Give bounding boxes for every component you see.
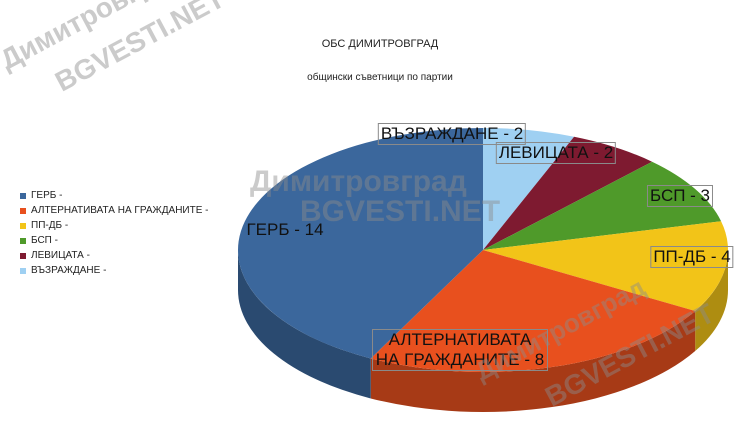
slice-side — [695, 250, 728, 351]
legend-swatch — [20, 222, 26, 229]
legend-entry: ПП-ДБ - — [20, 218, 209, 233]
legend-label: БСП - — [31, 235, 58, 246]
watermark: BGVESTI.NET — [300, 195, 501, 228]
legend-label: ВЪЗРАЖДАНЕ - — [31, 265, 107, 276]
watermark: Димитровград — [250, 165, 467, 198]
data-label: ПП-ДБ - 4 — [650, 246, 734, 268]
legend-entry: ГЕРБ - — [20, 188, 209, 203]
data-label: ГЕРБ - 14 — [246, 220, 324, 239]
legend-swatch — [20, 267, 26, 274]
data-label: БСП - 3 — [646, 185, 714, 207]
legend-swatch — [20, 237, 26, 244]
legend-label: ЛЕВИЦАТА - — [31, 250, 90, 261]
data-label: ВЪЗРАЖДАНЕ - 2 — [377, 123, 527, 145]
slice — [483, 128, 575, 250]
legend-swatch — [20, 192, 26, 199]
chart-title: ОБС ДИМИТРОВГРАД — [322, 38, 439, 50]
legend-swatch — [20, 252, 26, 259]
data-label: АЛТЕРНАТИВАТА НА ГРАЖДАНИТЕ - 8 — [372, 329, 548, 371]
legend-entry: ЛЕВИЦАТА - — [20, 248, 209, 263]
legend-swatch — [20, 207, 26, 214]
legend-entry: АЛТЕРНАТИВАТА НА ГРАЖДАНИТЕ - — [20, 203, 209, 218]
slice-side — [370, 311, 696, 412]
slice — [238, 128, 483, 359]
slice — [483, 161, 722, 250]
slice — [483, 136, 653, 250]
chart-subtitle: общински съветници по партии — [307, 71, 453, 83]
legend: ГЕРБ - АЛТЕРНАТИВАТА НА ГРАЖДАНИТЕ - ПП-ДБ… — [20, 188, 209, 278]
legend-label: ПП-ДБ - — [31, 220, 69, 231]
slice — [370, 250, 696, 372]
legend-entry: ВЪЗРАЖДАНЕ - — [20, 263, 209, 278]
slice — [483, 221, 728, 311]
data-label: ЛЕВИЦАТА - 2 — [495, 142, 617, 164]
legend-entry: БСП - — [20, 233, 209, 248]
legend-label: АЛТЕРНАТИВАТА НА ГРАЖДАНИТЕ - — [31, 205, 209, 216]
slice-side — [238, 250, 371, 399]
legend-label: ГЕРБ - — [31, 190, 63, 201]
